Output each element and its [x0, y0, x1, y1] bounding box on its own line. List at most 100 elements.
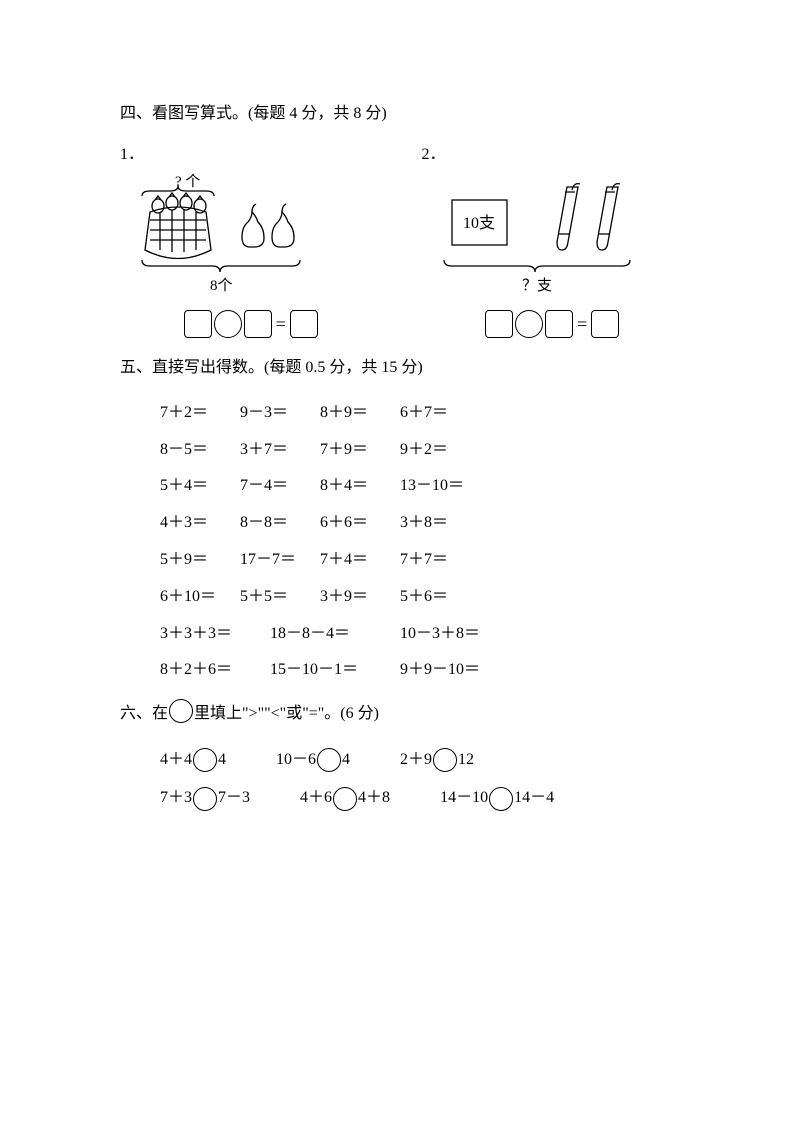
compare-circle[interactable] [489, 787, 513, 811]
compare-right: 4＋8 [358, 779, 390, 817]
q1-equation: = [120, 308, 382, 340]
calc-item: 17－7＝ [240, 542, 320, 579]
section6-heading-part1: 六、在 [120, 705, 168, 722]
q2-equation: = [422, 308, 684, 340]
compare-item: 14－10 14－4 [440, 779, 554, 817]
compare-left: 4＋6 [300, 779, 332, 817]
calc-item: 5＋9＝ [160, 542, 240, 579]
pear-icon [242, 204, 264, 247]
q2-figure: 10支 ？支 [422, 172, 684, 302]
q2-svg: 10支 ？支 [422, 172, 682, 302]
calc-row: 8－5＝3＋7＝7＋9＝9＋2＝ [160, 432, 683, 469]
bottom-brace-icon [142, 260, 300, 272]
q1-bottom-label: 8个 [210, 277, 233, 294]
section5-heading: 五、直接写出得数。(每题 0.5 分，共 15 分) [120, 354, 683, 383]
calc-item: 8＋4＝ [320, 468, 400, 505]
calc-item: 3＋7＝ [240, 432, 320, 469]
bottom-brace-icon [444, 260, 630, 272]
answer-box[interactable] [545, 310, 573, 338]
calc-item: 7＋2＝ [160, 395, 240, 432]
basket-icon [145, 193, 211, 259]
compare-row: 4＋4 4 10－6 4 2＋9 12 [160, 741, 683, 779]
section6-heading-part2: 里填上">""<"或"="。(6 分) [194, 705, 379, 722]
pear-icon [272, 204, 294, 247]
answer-box[interactable] [290, 310, 318, 338]
calc-item: 3＋3＋3＝ [160, 616, 270, 653]
calc-item: 6＋6＝ [320, 505, 400, 542]
pen-icon [557, 183, 580, 249]
calc-row: 4＋3＝8－8＝6＋6＝3＋8＝ [160, 505, 683, 542]
calc-item: 7＋4＝ [320, 542, 400, 579]
section6-heading: 六、在 里填上">""<"或"="。(6 分) [120, 699, 683, 729]
calc-row: 3＋3＋3＝18－8－4＝10－3＋8＝ [160, 616, 683, 653]
calc-item: 4＋3＝ [160, 505, 240, 542]
compare-left: 4＋4 [160, 741, 192, 779]
compare-right: 4 [218, 741, 226, 779]
q1-col: 1． ? 个 [120, 141, 382, 340]
calc-item: 8－8＝ [240, 505, 320, 542]
section4-row: 1． ? 个 [120, 141, 683, 340]
blank-circle-icon [169, 699, 193, 723]
answer-box[interactable] [184, 310, 212, 338]
calc-item: 8＋9＝ [320, 395, 400, 432]
calc-item: 3＋9＝ [320, 579, 400, 616]
calc-row: 8＋2＋6＝15－10－1＝9＋9－10＝ [160, 652, 683, 689]
compare-circle[interactable] [317, 748, 341, 772]
compare-item: 7＋3 7－3 [160, 779, 250, 817]
q1-number: 1． [120, 141, 382, 170]
calc-item: 5＋5＝ [240, 579, 320, 616]
calc-item: 3＋8＝ [400, 505, 490, 542]
calc-item: 7＋7＝ [400, 542, 490, 579]
compare-right: 14－4 [514, 779, 554, 817]
q2-col: 2． 10支 [422, 141, 684, 340]
compare-circle[interactable] [193, 787, 217, 811]
calc-item: 9－3＝ [240, 395, 320, 432]
calc-item: 15－10－1＝ [270, 652, 400, 689]
compare-row: 7＋3 7－3 4＋6 4＋8 14－10 14－4 [160, 779, 683, 817]
calc-item: 5＋4＝ [160, 468, 240, 505]
calc-item: 7＋9＝ [320, 432, 400, 469]
equals-sign: = [274, 308, 288, 340]
compare-left: 10－6 [276, 741, 316, 779]
calc-item: 7－4＝ [240, 468, 320, 505]
calc-item: 8＋2＋6＝ [160, 652, 270, 689]
section5-problems: 7＋2＝9－3＝8＋9＝6＋7＝8－5＝3＋7＝7＋9＝9＋2＝5＋4＝7－4＝… [120, 395, 683, 689]
operator-circle[interactable] [214, 310, 242, 338]
compare-left: 7＋3 [160, 779, 192, 817]
compare-right: 4 [342, 741, 350, 779]
calc-item: 8－5＝ [160, 432, 240, 469]
answer-box[interactable] [244, 310, 272, 338]
q1-svg: ? 个 [120, 172, 370, 302]
q1-figure: ? 个 [120, 172, 382, 302]
calc-row: 6＋10＝5＋5＝3＋9＝5＋6＝ [160, 579, 683, 616]
calc-row: 5＋9＝17－7＝7＋4＝7＋7＝ [160, 542, 683, 579]
compare-right: 12 [458, 741, 474, 779]
calc-item: 9＋9－10＝ [400, 652, 520, 689]
compare-item: 10－6 4 [276, 741, 350, 779]
calc-row: 5＋4＝7－4＝8＋4＝13－10＝ [160, 468, 683, 505]
calc-item: 5＋6＝ [400, 579, 490, 616]
compare-left: 14－10 [440, 779, 488, 817]
answer-box[interactable] [591, 310, 619, 338]
compare-circle[interactable] [333, 787, 357, 811]
compare-item: 4＋4 4 [160, 741, 226, 779]
section6-problems: 4＋4 4 10－6 4 2＋9 12 7＋3 7－3 4＋6 4＋8 14－10 14－4 [120, 741, 683, 818]
calc-item: 18－8－4＝ [270, 616, 400, 653]
calc-item: 6＋10＝ [160, 579, 240, 616]
calc-item: 6＋7＝ [400, 395, 490, 432]
compare-circle[interactable] [193, 748, 217, 772]
answer-box[interactable] [485, 310, 513, 338]
calc-item: 10－3＋8＝ [400, 616, 520, 653]
compare-right: 7－3 [218, 779, 250, 817]
compare-circle[interactable] [433, 748, 457, 772]
compare-left: 2＋9 [400, 741, 432, 779]
top-brace-icon [142, 186, 214, 196]
calc-item: 9＋2＝ [400, 432, 490, 469]
q2-bottom-label: ？支 [522, 277, 552, 294]
q2-number: 2． [422, 141, 684, 170]
calc-item: 13－10＝ [400, 468, 490, 505]
compare-item: 4＋6 4＋8 [300, 779, 390, 817]
section4-heading: 四、看图写算式。(每题 4 分，共 8 分) [120, 100, 683, 129]
calc-row: 7＋2＝9－3＝8＋9＝6＋7＝ [160, 395, 683, 432]
operator-circle[interactable] [515, 310, 543, 338]
